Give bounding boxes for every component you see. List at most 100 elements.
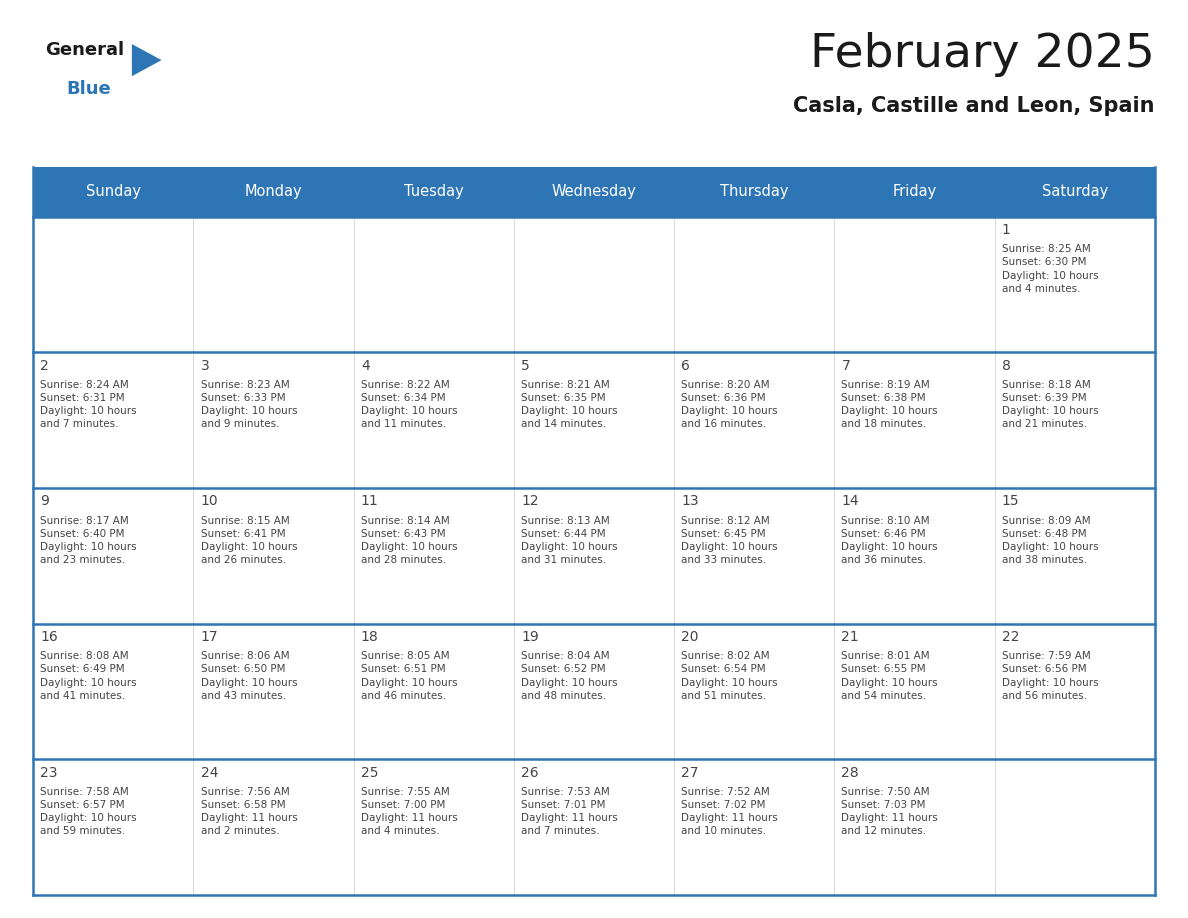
Bar	[514, 488, 674, 623]
Bar	[33, 759, 194, 895]
Text: 4: 4	[361, 359, 369, 373]
Text: Blue: Blue	[67, 80, 112, 98]
Bar	[994, 623, 1155, 759]
Text: Sunrise: 8:22 AM
Sunset: 6:34 PM
Daylight: 10 hours
and 11 minutes.: Sunrise: 8:22 AM Sunset: 6:34 PM Dayligh…	[361, 380, 457, 430]
Text: 21: 21	[841, 630, 859, 644]
Text: Friday: Friday	[892, 185, 936, 199]
Bar	[354, 217, 514, 353]
Text: Sunrise: 8:10 AM
Sunset: 6:46 PM
Daylight: 10 hours
and 36 minutes.: Sunrise: 8:10 AM Sunset: 6:46 PM Dayligh…	[841, 516, 939, 565]
Bar	[514, 623, 674, 759]
Text: 9: 9	[40, 495, 49, 509]
Text: 18: 18	[361, 630, 379, 644]
Bar	[514, 759, 674, 895]
Text: 3: 3	[201, 359, 209, 373]
Bar	[514, 217, 674, 353]
Text: Sunrise: 8:08 AM
Sunset: 6:49 PM
Daylight: 10 hours
and 41 minutes.: Sunrise: 8:08 AM Sunset: 6:49 PM Dayligh…	[40, 651, 137, 700]
Text: Sunrise: 8:13 AM
Sunset: 6:44 PM
Daylight: 10 hours
and 31 minutes.: Sunrise: 8:13 AM Sunset: 6:44 PM Dayligh…	[522, 516, 618, 565]
Bar	[994, 353, 1155, 488]
Bar	[834, 217, 994, 353]
Bar	[834, 167, 994, 217]
Text: 16: 16	[40, 630, 58, 644]
Bar	[33, 488, 194, 623]
Bar	[674, 167, 834, 217]
Bar	[674, 217, 834, 353]
Text: Sunrise: 8:05 AM
Sunset: 6:51 PM
Daylight: 10 hours
and 46 minutes.: Sunrise: 8:05 AM Sunset: 6:51 PM Dayligh…	[361, 651, 457, 700]
Text: 14: 14	[841, 495, 859, 509]
Bar	[194, 623, 354, 759]
Text: 22: 22	[1001, 630, 1019, 644]
Text: Sunday: Sunday	[86, 185, 141, 199]
Bar	[834, 488, 994, 623]
Text: Sunrise: 7:53 AM
Sunset: 7:01 PM
Daylight: 11 hours
and 7 minutes.: Sunrise: 7:53 AM Sunset: 7:01 PM Dayligh…	[522, 787, 618, 836]
Bar	[194, 759, 354, 895]
Text: 10: 10	[201, 495, 219, 509]
Text: Sunrise: 7:58 AM
Sunset: 6:57 PM
Daylight: 10 hours
and 59 minutes.: Sunrise: 7:58 AM Sunset: 6:57 PM Dayligh…	[40, 787, 137, 836]
Text: 8: 8	[1001, 359, 1011, 373]
Text: Sunrise: 8:12 AM
Sunset: 6:45 PM
Daylight: 10 hours
and 33 minutes.: Sunrise: 8:12 AM Sunset: 6:45 PM Dayligh…	[681, 516, 778, 565]
Text: 11: 11	[361, 495, 379, 509]
Bar	[354, 759, 514, 895]
Text: 12: 12	[522, 495, 538, 509]
Text: Sunrise: 8:15 AM
Sunset: 6:41 PM
Daylight: 10 hours
and 26 minutes.: Sunrise: 8:15 AM Sunset: 6:41 PM Dayligh…	[201, 516, 297, 565]
Bar	[994, 217, 1155, 353]
Text: 24: 24	[201, 766, 219, 779]
Bar	[514, 353, 674, 488]
Bar	[194, 353, 354, 488]
Bar	[33, 167, 194, 217]
Text: 1: 1	[1001, 223, 1011, 237]
Text: Sunrise: 8:24 AM
Sunset: 6:31 PM
Daylight: 10 hours
and 7 minutes.: Sunrise: 8:24 AM Sunset: 6:31 PM Dayligh…	[40, 380, 137, 430]
Bar	[194, 488, 354, 623]
Bar	[514, 167, 674, 217]
Bar	[674, 623, 834, 759]
Bar	[834, 623, 994, 759]
Text: 23: 23	[40, 766, 58, 779]
Bar	[33, 623, 194, 759]
Text: Sunrise: 8:19 AM
Sunset: 6:38 PM
Daylight: 10 hours
and 18 minutes.: Sunrise: 8:19 AM Sunset: 6:38 PM Dayligh…	[841, 380, 939, 430]
Text: 25: 25	[361, 766, 378, 779]
Text: General: General	[45, 41, 125, 60]
Polygon shape	[132, 44, 162, 76]
Text: Sunrise: 7:52 AM
Sunset: 7:02 PM
Daylight: 11 hours
and 10 minutes.: Sunrise: 7:52 AM Sunset: 7:02 PM Dayligh…	[681, 787, 778, 836]
Text: 2: 2	[40, 359, 49, 373]
Text: Sunrise: 8:14 AM
Sunset: 6:43 PM
Daylight: 10 hours
and 28 minutes.: Sunrise: 8:14 AM Sunset: 6:43 PM Dayligh…	[361, 516, 457, 565]
Text: Sunrise: 8:06 AM
Sunset: 6:50 PM
Daylight: 10 hours
and 43 minutes.: Sunrise: 8:06 AM Sunset: 6:50 PM Dayligh…	[201, 651, 297, 700]
Text: Sunrise: 8:01 AM
Sunset: 6:55 PM
Daylight: 10 hours
and 54 minutes.: Sunrise: 8:01 AM Sunset: 6:55 PM Dayligh…	[841, 651, 939, 700]
Text: 26: 26	[522, 766, 538, 779]
Bar	[354, 488, 514, 623]
Text: 19: 19	[522, 630, 539, 644]
Text: Sunrise: 8:20 AM
Sunset: 6:36 PM
Daylight: 10 hours
and 16 minutes.: Sunrise: 8:20 AM Sunset: 6:36 PM Dayligh…	[681, 380, 778, 430]
Text: Casla, Castille and Leon, Spain: Casla, Castille and Leon, Spain	[794, 96, 1155, 117]
Bar	[354, 623, 514, 759]
Bar	[33, 353, 194, 488]
Text: Tuesday: Tuesday	[404, 185, 463, 199]
Bar	[194, 217, 354, 353]
Text: 28: 28	[841, 766, 859, 779]
Text: Sunrise: 8:23 AM
Sunset: 6:33 PM
Daylight: 10 hours
and 9 minutes.: Sunrise: 8:23 AM Sunset: 6:33 PM Dayligh…	[201, 380, 297, 430]
Text: Sunrise: 7:55 AM
Sunset: 7:00 PM
Daylight: 11 hours
and 4 minutes.: Sunrise: 7:55 AM Sunset: 7:00 PM Dayligh…	[361, 787, 457, 836]
Text: 6: 6	[681, 359, 690, 373]
Bar	[354, 167, 514, 217]
Text: Sunrise: 8:02 AM
Sunset: 6:54 PM
Daylight: 10 hours
and 51 minutes.: Sunrise: 8:02 AM Sunset: 6:54 PM Dayligh…	[681, 651, 778, 700]
Text: 7: 7	[841, 359, 851, 373]
Text: Sunrise: 8:04 AM
Sunset: 6:52 PM
Daylight: 10 hours
and 48 minutes.: Sunrise: 8:04 AM Sunset: 6:52 PM Dayligh…	[522, 651, 618, 700]
Bar	[194, 167, 354, 217]
Text: Sunrise: 7:59 AM
Sunset: 6:56 PM
Daylight: 10 hours
and 56 minutes.: Sunrise: 7:59 AM Sunset: 6:56 PM Dayligh…	[1001, 651, 1098, 700]
Bar	[994, 759, 1155, 895]
Bar	[674, 488, 834, 623]
Text: 15: 15	[1001, 495, 1019, 509]
Bar	[674, 353, 834, 488]
Text: Sunrise: 8:17 AM
Sunset: 6:40 PM
Daylight: 10 hours
and 23 minutes.: Sunrise: 8:17 AM Sunset: 6:40 PM Dayligh…	[40, 516, 137, 565]
Text: 20: 20	[681, 630, 699, 644]
Text: Sunrise: 8:21 AM
Sunset: 6:35 PM
Daylight: 10 hours
and 14 minutes.: Sunrise: 8:21 AM Sunset: 6:35 PM Dayligh…	[522, 380, 618, 430]
Text: Sunrise: 8:18 AM
Sunset: 6:39 PM
Daylight: 10 hours
and 21 minutes.: Sunrise: 8:18 AM Sunset: 6:39 PM Dayligh…	[1001, 380, 1098, 430]
Text: Saturday: Saturday	[1042, 185, 1107, 199]
Text: Sunrise: 8:09 AM
Sunset: 6:48 PM
Daylight: 10 hours
and 38 minutes.: Sunrise: 8:09 AM Sunset: 6:48 PM Dayligh…	[1001, 516, 1098, 565]
Text: Sunrise: 7:56 AM
Sunset: 6:58 PM
Daylight: 11 hours
and 2 minutes.: Sunrise: 7:56 AM Sunset: 6:58 PM Dayligh…	[201, 787, 297, 836]
Bar	[834, 353, 994, 488]
Text: Wednesday: Wednesday	[551, 185, 637, 199]
Text: 27: 27	[681, 766, 699, 779]
Text: 5: 5	[522, 359, 530, 373]
Text: February 2025: February 2025	[810, 32, 1155, 77]
Bar	[834, 759, 994, 895]
Bar	[674, 759, 834, 895]
